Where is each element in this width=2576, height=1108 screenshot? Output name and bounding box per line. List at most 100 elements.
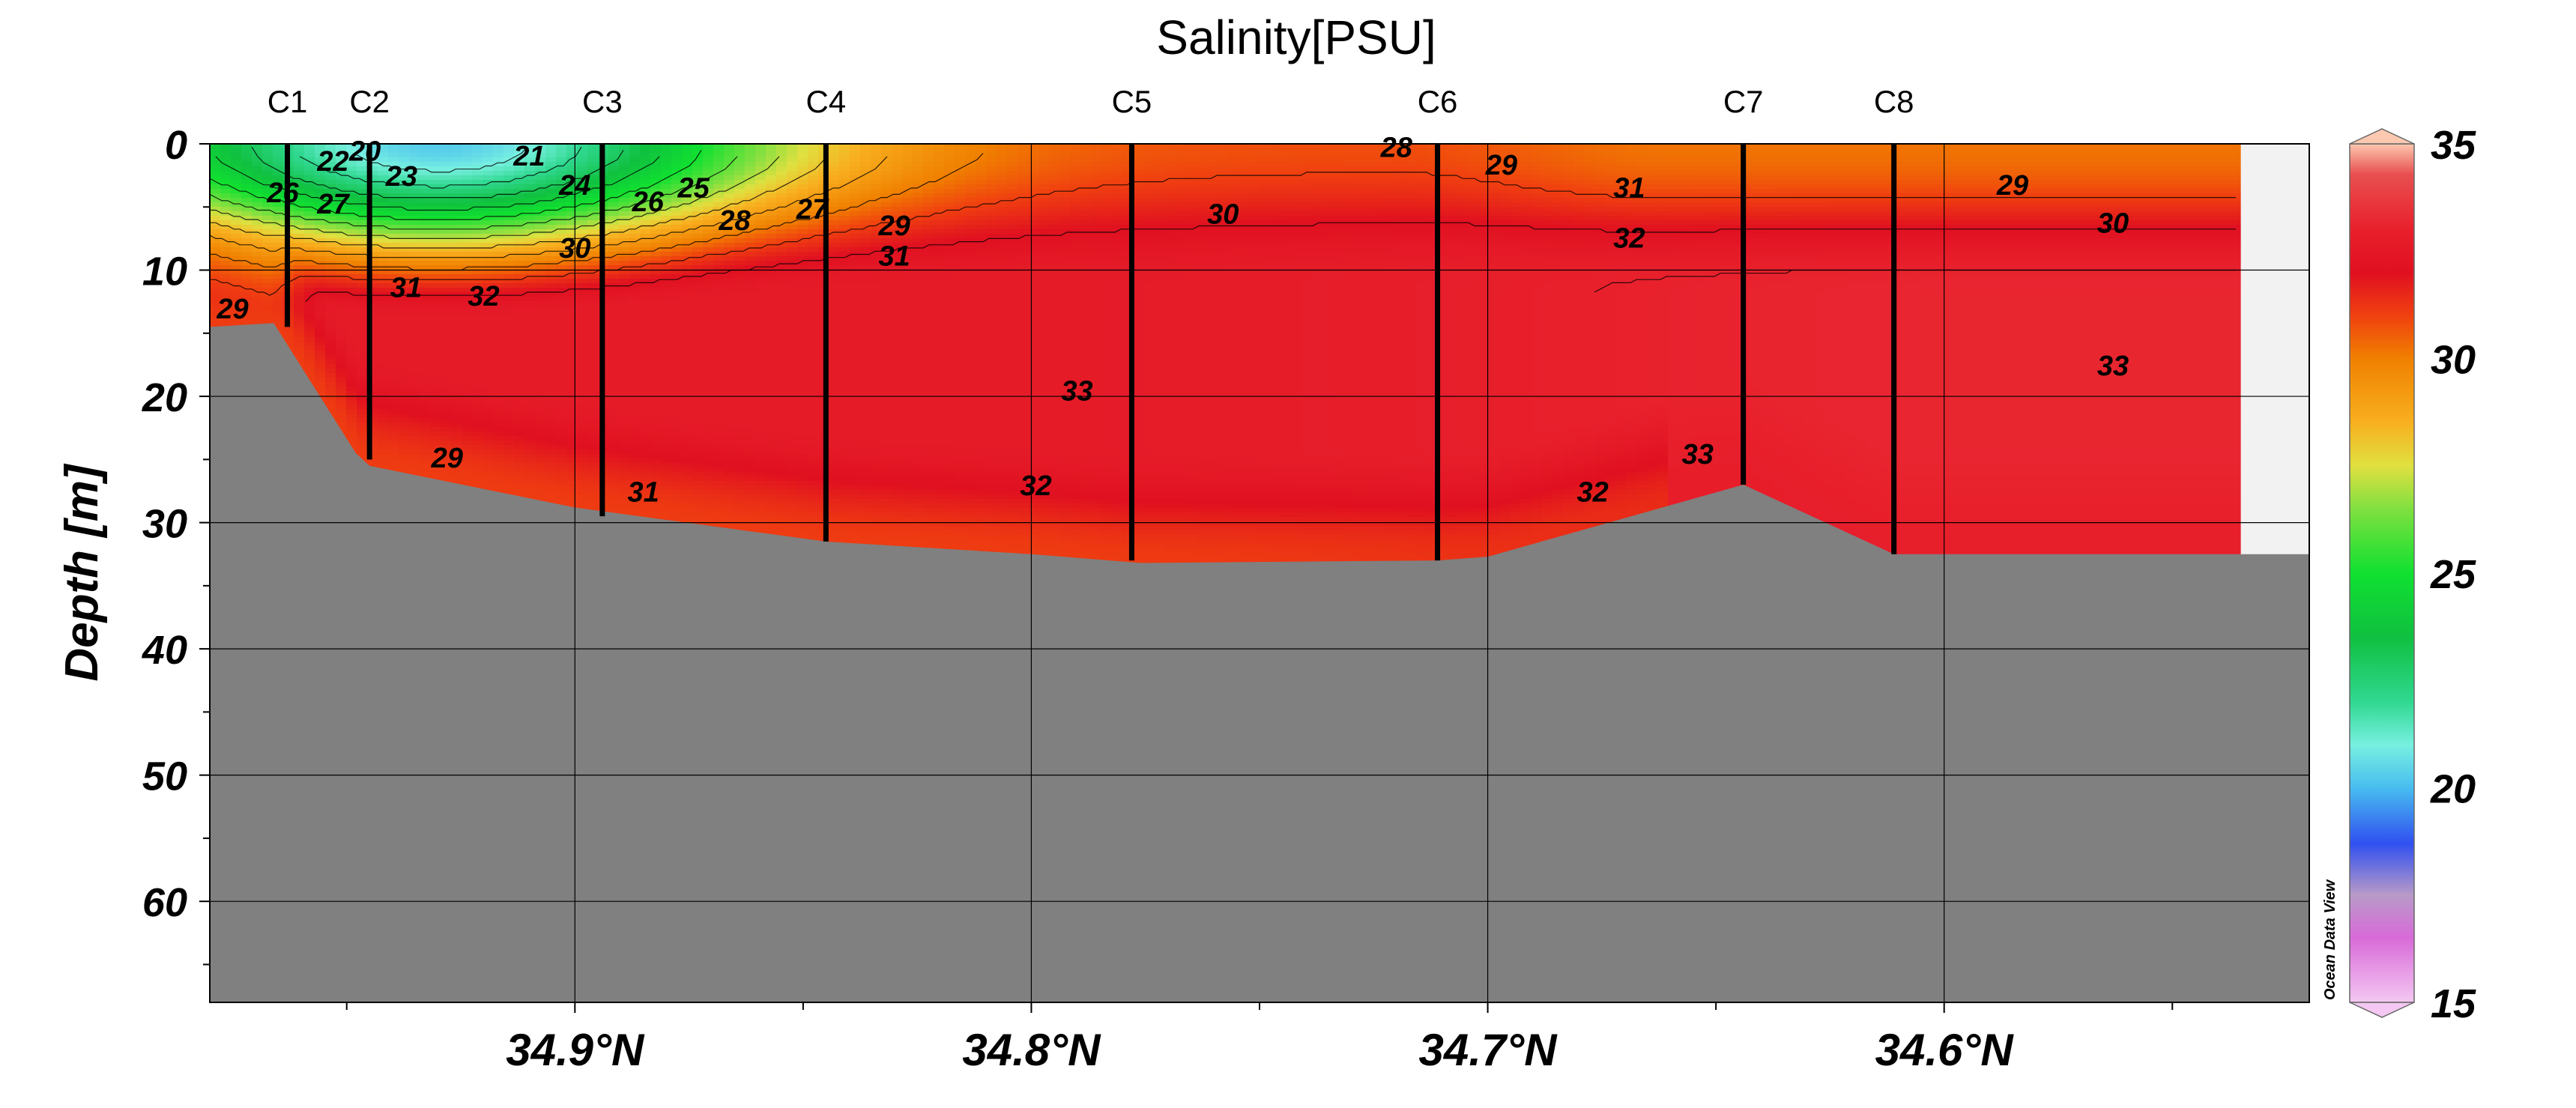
field-cell <box>346 355 357 360</box>
field-cell <box>409 274 420 279</box>
field-cell <box>325 396 336 401</box>
field-cell <box>231 279 242 284</box>
field-cell <box>650 454 662 459</box>
field-cell <box>336 373 347 378</box>
field-cell <box>504 400 515 405</box>
field-cell <box>504 423 515 428</box>
field-cell <box>462 229 473 234</box>
field-cell <box>367 310 378 315</box>
field-cell <box>577 216 588 221</box>
field-cell <box>650 310 662 315</box>
field-cell <box>210 301 221 306</box>
field-cell <box>346 198 357 203</box>
field-cell <box>724 256 735 261</box>
field-cell <box>220 180 232 185</box>
field-cell <box>357 256 368 261</box>
field-cell <box>713 319 725 324</box>
field-cell <box>734 261 746 266</box>
field-cell <box>483 153 494 158</box>
field-cell <box>483 432 494 437</box>
field-cell <box>220 220 232 225</box>
field-cell <box>294 225 305 230</box>
field-cell <box>692 400 704 405</box>
field-cell <box>608 328 620 333</box>
field-cell <box>619 153 630 158</box>
field-cell <box>619 328 630 333</box>
field-cell <box>713 360 725 365</box>
field-cell <box>671 171 683 176</box>
field-cell <box>545 351 557 356</box>
field-cell <box>556 180 567 185</box>
field-cell <box>556 436 567 441</box>
field-cell <box>745 409 756 414</box>
field-cell <box>650 346 662 351</box>
field-cell <box>367 229 378 234</box>
field-cell <box>325 288 336 293</box>
field-cell <box>325 229 336 234</box>
field-cell <box>304 283 315 288</box>
field-cell <box>367 337 378 342</box>
field-cell <box>556 463 567 468</box>
field-cell <box>252 234 263 239</box>
field-cell <box>472 279 483 284</box>
field-cell <box>713 211 725 217</box>
field-cell <box>524 148 536 154</box>
field-cell <box>661 485 672 491</box>
field-cell <box>745 508 756 513</box>
field-cell <box>294 220 305 225</box>
field-cell <box>504 283 515 288</box>
field-cell <box>545 256 557 261</box>
field-cell <box>650 153 662 158</box>
field-cell <box>713 391 725 396</box>
field-cell <box>734 449 746 455</box>
field-cell <box>462 283 473 288</box>
field-cell <box>462 225 473 230</box>
field-cell <box>629 171 641 176</box>
field-cell <box>367 391 378 396</box>
field-cell <box>650 297 662 302</box>
field-cell <box>294 234 305 239</box>
field-cell <box>545 144 557 149</box>
field-cell <box>535 490 546 495</box>
field-cell <box>661 391 672 396</box>
field-cell <box>661 306 672 311</box>
field-cell <box>734 288 746 293</box>
field-cell <box>671 373 683 378</box>
field-cell <box>420 310 431 315</box>
field-cell <box>262 301 273 306</box>
field-cell <box>640 157 651 163</box>
field-cell <box>535 166 546 172</box>
field-cell <box>608 193 620 199</box>
field-cell <box>671 490 683 495</box>
field-cell <box>619 418 630 423</box>
field-cell <box>629 211 641 217</box>
field-cell <box>587 198 599 203</box>
field-cell <box>367 261 378 266</box>
field-cell <box>671 202 683 208</box>
field-cell <box>346 333 357 338</box>
field-cell <box>357 171 368 176</box>
field-cell <box>241 297 253 302</box>
field-cell <box>608 499 620 504</box>
field-cell <box>441 472 452 477</box>
field-cell <box>587 207 599 212</box>
field-cell <box>378 274 389 279</box>
field-cell <box>650 378 662 383</box>
field-cell <box>713 436 725 441</box>
field-cell <box>734 476 746 482</box>
field-cell <box>441 207 452 212</box>
field-cell <box>640 400 651 405</box>
field-cell <box>409 189 420 194</box>
field-cell <box>640 485 651 491</box>
field-cell <box>357 247 368 252</box>
field-cell <box>315 342 326 347</box>
field-cell <box>619 454 630 459</box>
field-cell <box>441 301 452 306</box>
field-cell <box>483 319 494 324</box>
field-cell <box>514 328 525 333</box>
field-cell <box>346 279 357 284</box>
field-cell <box>556 454 567 459</box>
field-cell <box>577 319 588 324</box>
field-cell <box>619 351 630 356</box>
field-cell <box>671 184 683 190</box>
